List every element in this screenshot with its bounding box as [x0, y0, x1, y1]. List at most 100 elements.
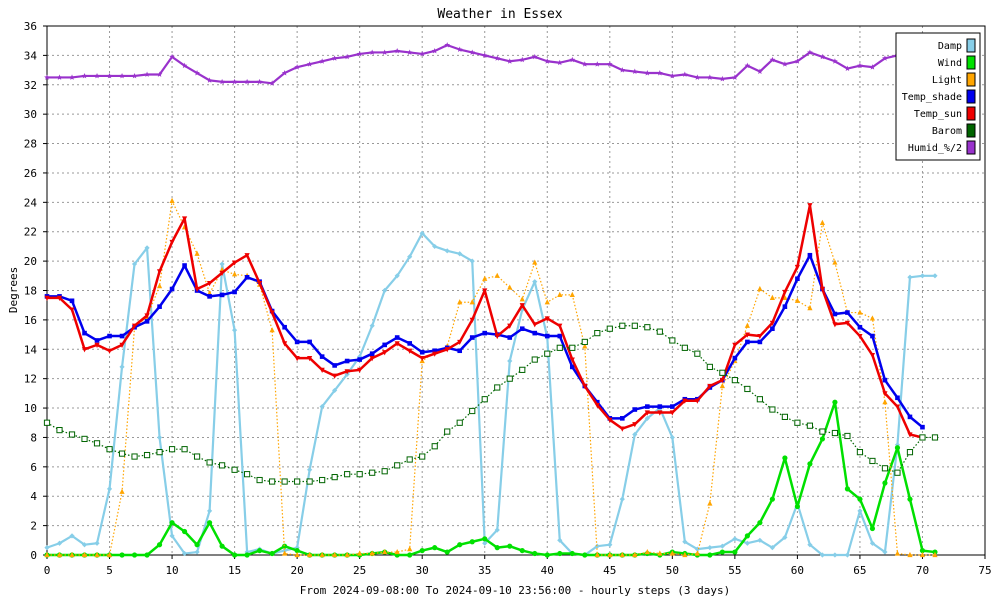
- data-point-humid-2: [69, 74, 75, 80]
- data-point-wind: [869, 525, 876, 532]
- data-point-wind: [794, 503, 801, 510]
- data-point-temp-shade: [344, 358, 350, 364]
- data-point-wind: [419, 547, 425, 554]
- data-point-temp-shade: [594, 399, 600, 405]
- series-barom: [43, 322, 939, 485]
- data-point-temp-sun: [357, 367, 363, 373]
- data-point-temp-sun: [532, 322, 538, 328]
- data-point-damp: [244, 549, 250, 555]
- data-point-damp: [844, 552, 851, 558]
- x-tick-label: 30: [416, 564, 429, 577]
- data-point-humid-2: [381, 49, 388, 55]
- data-point-temp-sun: [669, 410, 675, 416]
- data-point-light: [194, 250, 200, 256]
- data-point-temp-shade: [244, 274, 250, 280]
- data-point-barom: [631, 322, 638, 329]
- data-point-temp-shade: [432, 348, 438, 354]
- data-point-humid-2: [56, 74, 63, 80]
- data-point-humid-2: [81, 72, 88, 79]
- data-point-barom: [106, 446, 113, 453]
- data-point-wind: [807, 461, 813, 467]
- data-point-barom: [244, 471, 251, 478]
- data-point-wind: [882, 480, 888, 486]
- data-point-temp-sun: [106, 348, 113, 354]
- data-point-wind: [432, 545, 438, 551]
- data-point-wind: [732, 549, 738, 555]
- data-point-temp-sun: [332, 373, 338, 379]
- data-point-barom: [544, 350, 551, 357]
- data-point-temp-shade: [732, 355, 738, 361]
- data-point-wind: [119, 552, 125, 558]
- data-point-temp-sun: [419, 355, 425, 362]
- data-point-temp-sun: [757, 333, 763, 340]
- data-point-humid-2: [356, 50, 363, 57]
- data-point-wind: [219, 543, 225, 549]
- y-tick-label: 18: [24, 285, 37, 298]
- x-tick-label: 70: [916, 564, 929, 577]
- data-point-humid-2: [169, 53, 175, 60]
- data-point-barom: [294, 478, 301, 485]
- data-point-barom: [781, 413, 788, 420]
- x-tick-label: 0: [44, 564, 51, 577]
- data-point-temp-sun: [882, 391, 888, 397]
- data-point-light: [807, 305, 813, 311]
- data-point-humid-2: [882, 55, 888, 61]
- data-point-light: [557, 291, 563, 298]
- data-point-damp: [919, 273, 926, 279]
- data-point-barom: [406, 456, 413, 463]
- data-point-barom: [331, 474, 338, 481]
- data-point-humid-2: [669, 72, 676, 79]
- data-point-damp: [719, 543, 725, 549]
- data-point-damp: [432, 243, 438, 250]
- data-point-temp-sun: [794, 264, 800, 271]
- legend-box: [895, 32, 981, 161]
- data-point-barom: [356, 471, 363, 478]
- data-point-humid-2: [106, 72, 113, 79]
- data-point-temp-shade: [507, 335, 513, 340]
- data-point-temp-sun: [619, 426, 625, 432]
- data-point-barom: [394, 462, 401, 469]
- data-point-light: [619, 551, 625, 558]
- data-point-temp-shade: [207, 294, 212, 299]
- data-point-humid-2: [419, 50, 426, 57]
- data-point-wind: [131, 552, 138, 558]
- x-tick-label: 20: [291, 564, 304, 577]
- data-point-humid-2: [456, 46, 463, 52]
- data-point-light: [94, 551, 100, 558]
- data-point-wind: [782, 455, 788, 461]
- data-point-temp-shade: [895, 395, 900, 401]
- data-point-temp-shade: [407, 341, 412, 346]
- data-point-temp-sun: [206, 281, 213, 287]
- legend-swatch-temp-shade: [966, 89, 976, 104]
- data-point-light: [469, 299, 475, 305]
- data-point-damp: [169, 533, 175, 539]
- data-point-temp-shade: [169, 286, 175, 292]
- data-point-light: [319, 551, 325, 558]
- data-point-temp-shade: [670, 404, 675, 409]
- data-point-temp-sun: [344, 369, 350, 375]
- data-point-barom: [218, 462, 226, 469]
- data-point-temp-sun: [369, 355, 375, 362]
- data-point-humid-2: [644, 70, 651, 76]
- data-point-light: [282, 550, 288, 556]
- data-point-temp-shade: [645, 404, 650, 409]
- data-point-light: [494, 272, 500, 278]
- data-point-temp-shade: [870, 333, 875, 339]
- data-point-light: [532, 259, 538, 265]
- data-point-light: [919, 551, 926, 558]
- y-axis-label: Degrees: [7, 267, 20, 313]
- data-point-damp: [644, 415, 650, 421]
- y-tick-label: 8: [30, 431, 37, 444]
- data-point-humid-2: [231, 78, 238, 85]
- data-point-barom: [193, 453, 201, 460]
- data-point-temp-sun: [282, 341, 288, 347]
- data-point-light: [794, 297, 800, 303]
- data-point-barom: [118, 450, 126, 457]
- data-point-temp-shade: [107, 333, 112, 339]
- data-point-temp-sun: [482, 288, 488, 294]
- data-point-temp-sun: [119, 342, 125, 348]
- data-point-humid-2: [344, 53, 351, 60]
- plot-frame: [46, 25, 986, 556]
